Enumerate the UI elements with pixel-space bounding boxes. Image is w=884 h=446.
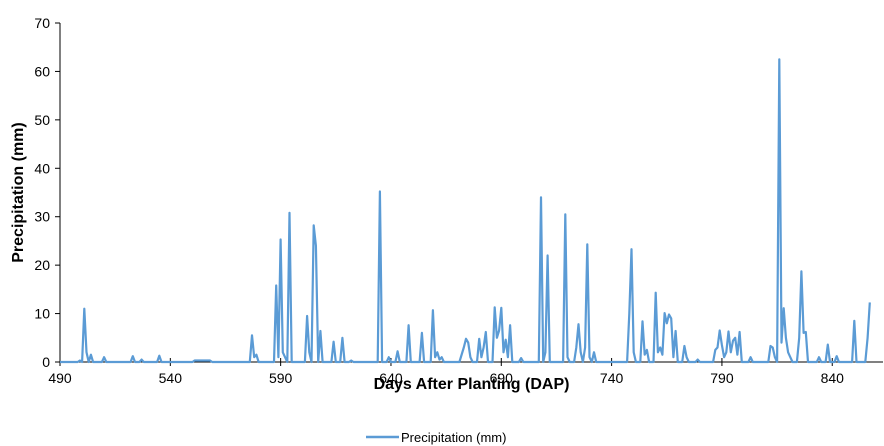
x-tick-label: 490 (48, 370, 72, 386)
x-tick-label: 840 (821, 370, 845, 386)
x-tick-label: 690 (490, 370, 514, 386)
x-axis-title: Days After Planting (DAP) (374, 376, 570, 393)
y-axis-title: Precipitation (mm) (10, 122, 27, 262)
legend-label-precipitation: Precipitation (mm) (401, 430, 506, 445)
x-tick-label: 790 (710, 370, 734, 386)
y-tick-label: 60 (34, 63, 50, 79)
y-tick-label: 40 (34, 160, 50, 176)
series-layer (60, 58, 871, 364)
series-line-precipitation (60, 58, 871, 364)
y-tick-label: 10 (34, 306, 50, 322)
x-tick-label: 640 (379, 370, 403, 386)
legend: Precipitation (mm) (366, 430, 506, 445)
y-tick-label: 0 (42, 354, 50, 370)
y-tick-label: 70 (34, 15, 50, 31)
x-tick-label: 590 (269, 370, 293, 386)
x-tick-label: 740 (600, 370, 624, 386)
y-tick-label: 30 (34, 209, 50, 225)
y-tick-label: 50 (34, 112, 50, 128)
x-tick-label: 540 (159, 370, 183, 386)
y-axis: 0 10 20 30 40 50 60 70 (34, 15, 61, 370)
y-tick-label: 20 (34, 257, 50, 273)
